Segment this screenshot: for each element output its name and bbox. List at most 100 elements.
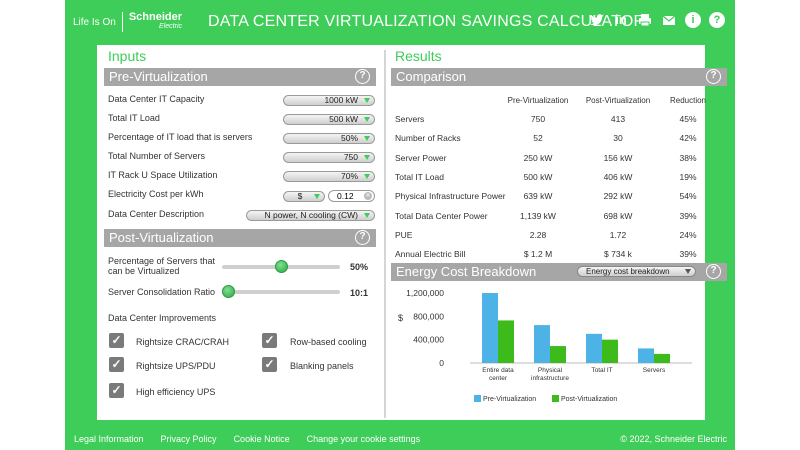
email-icon[interactable]	[661, 12, 677, 28]
x-tick-label: Physical	[538, 367, 563, 374]
reduction-value: 24%	[679, 229, 697, 240]
row-label: PUE	[395, 229, 413, 240]
help-icon[interactable]: ?	[355, 69, 370, 84]
legend-label: Pre-Virtualization	[483, 396, 536, 403]
post-value: 413	[610, 114, 626, 124]
chevron-down-icon	[364, 98, 370, 103]
post-virtualization-bar: Post-Virtualization ?	[104, 229, 376, 247]
checkbox-rightsize-crac[interactable]: ✓	[109, 333, 124, 348]
energy-breakdown-dropdown[interactable]: Energy cost breakdown	[577, 266, 696, 277]
checkbox-high-efficiency-ups[interactable]: ✓	[109, 383, 124, 398]
x-tick-label: Total IT	[591, 367, 612, 374]
virtualization-slider-handle[interactable]	[275, 260, 288, 273]
it-capacity-select[interactable]: 1000 kW	[283, 95, 375, 106]
comparison-title: Comparison	[396, 69, 467, 84]
checkbox-rightsize-ups[interactable]: ✓	[109, 357, 124, 372]
header: Life Is On Schneider Electric DATA CENTE…	[65, 0, 735, 45]
checkbox-row-cooling[interactable]: ✓	[262, 333, 277, 348]
info-icon[interactable]: i	[685, 12, 701, 28]
y-tick-label: 0	[439, 358, 444, 368]
row-label: Servers	[395, 114, 425, 124]
slider-label-line: Percentage of Servers that	[108, 256, 216, 266]
help-icon[interactable]: ?	[709, 12, 725, 28]
pre-value: 1,139 kW	[520, 210, 556, 221]
post-virtualization-title: Post-Virtualization	[109, 230, 214, 245]
row-label: Server Power	[395, 152, 447, 163]
pre-value: 639 kW	[523, 191, 553, 202]
chevron-down-icon	[364, 213, 370, 218]
field-label: Data Center IT Capacity	[108, 94, 205, 104]
help-icon[interactable]: ?	[706, 264, 721, 279]
twitter-icon[interactable]	[589, 12, 605, 28]
brand-separator	[121, 12, 123, 32]
checkbox-blanking-panels[interactable]: ✓	[262, 357, 277, 372]
row-label: Physical Infrastructure Power	[395, 191, 506, 202]
pre-virtualization-title: Pre-Virtualization	[109, 69, 208, 84]
row-label: Annual Electric Bill	[395, 249, 466, 260]
currency-select[interactable]: $	[283, 191, 325, 202]
consolidation-slider-value: 10:1	[350, 288, 369, 298]
field-label: Electricity Cost per kWh	[108, 189, 204, 199]
legend-label: Post-Virtualization	[561, 396, 617, 403]
brand-logo[interactable]: Life Is On Schneider Electric	[73, 12, 182, 32]
checkbox-label: Row-based cooling	[290, 337, 367, 347]
help-icon[interactable]: ?	[355, 230, 370, 245]
rack-utilization-select[interactable]: 70%	[283, 171, 375, 182]
server-percentage-select[interactable]: 50%	[283, 133, 375, 144]
pre-virtualization-bar: Pre-Virtualization ?	[104, 68, 376, 86]
pre-value: 500 kW	[523, 171, 553, 182]
copyright: © 2022, Schneider Electric	[620, 434, 727, 444]
reduction-value: 42%	[679, 133, 697, 144]
print-icon[interactable]	[637, 12, 653, 28]
clear-icon[interactable]: ✕	[364, 192, 372, 200]
field-label: Total Number of Servers	[108, 151, 206, 161]
legal-link[interactable]: Legal Information	[74, 434, 144, 444]
x-tick-label: Entire data	[482, 367, 514, 374]
bar-post	[602, 339, 618, 363]
slider-label-line: can be Virtualized	[108, 266, 180, 276]
bar-pre	[586, 333, 602, 363]
y-tick-label: 1,200,000	[406, 288, 444, 298]
bar-post	[550, 346, 566, 363]
pre-value: $ 1.2 M	[523, 249, 553, 260]
cookie-settings-link[interactable]: Change your cookie settings	[306, 434, 421, 444]
post-value: $ 734 k	[604, 249, 632, 260]
help-icon[interactable]: ?	[706, 69, 721, 84]
cookie-notice-link[interactable]: Cookie Notice	[233, 434, 290, 444]
privacy-link[interactable]: Privacy Policy	[160, 434, 217, 444]
row-label: Number of Racks	[395, 133, 461, 144]
checkbox-label: Blanking panels	[290, 361, 354, 371]
field-label: IT Rack U Space Utilization	[108, 170, 218, 180]
slider-label: Percentage of Servers that can be Virtua…	[108, 256, 215, 276]
consolidation-slider-handle[interactable]	[221, 285, 235, 298]
server-count-select[interactable]: 750	[283, 152, 375, 163]
schneider-logo: Schneider Electric	[129, 12, 182, 31]
y-tick-label: 400,000	[413, 335, 444, 345]
linkedin-icon[interactable]: in	[615, 12, 627, 27]
dc-description-select[interactable]: N power, N cooling (CW)	[246, 210, 375, 221]
checkbox-label: Rightsize UPS/PDU	[136, 361, 216, 371]
page-title: DATA CENTER VIRTUALIZATION SAVINGS CALCU…	[208, 13, 646, 30]
bar-pre	[482, 293, 498, 363]
post-value: 1.72	[609, 229, 627, 240]
checkbox-label: Rightsize CRAC/CRAH	[136, 337, 230, 347]
chevron-down-icon	[364, 117, 370, 122]
bar-post	[498, 320, 514, 363]
reduction-value: 39%	[679, 249, 697, 260]
reduction-value: 39%	[679, 210, 697, 221]
select-value: 500 kW	[329, 114, 358, 124]
post-value: 30	[613, 133, 623, 144]
reduction-value: 45%	[679, 114, 697, 124]
post-value: 156 kW	[603, 152, 633, 163]
pre-value: 250 kW	[523, 152, 553, 163]
it-load-select[interactable]: 500 kW	[283, 114, 375, 125]
x-tick-label: Servers	[643, 367, 666, 374]
inputs-title: Inputs	[108, 48, 147, 64]
y-tick-label: 800,000	[413, 311, 444, 321]
field-label: Percentage of IT load that is servers	[108, 132, 253, 142]
electricity-cost-input[interactable]: 0.12 ✕	[328, 190, 375, 202]
post-value: 406 kW	[603, 171, 633, 182]
chevron-down-icon	[364, 136, 370, 141]
consolidation-slider-track[interactable]	[222, 290, 340, 294]
select-value: N power, N cooling (CW)	[264, 210, 358, 220]
